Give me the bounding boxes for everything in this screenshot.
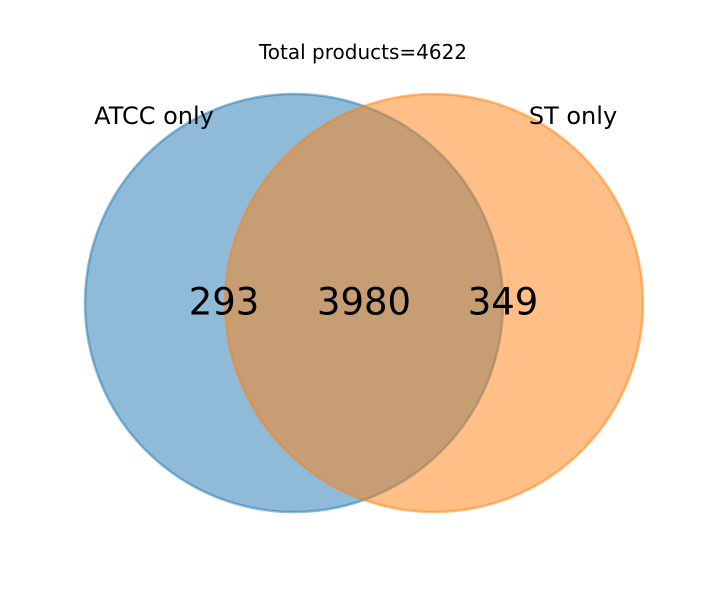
chart-title: Total products=4622 <box>258 40 468 64</box>
count-right-only: 349 <box>467 280 539 324</box>
set-label-right: ST only <box>528 102 618 130</box>
circle-right-set <box>223 92 645 514</box>
count-left-only: 293 <box>188 280 260 324</box>
count-intersection: 3980 <box>316 280 412 324</box>
set-label-left: ATCC only <box>94 102 214 130</box>
